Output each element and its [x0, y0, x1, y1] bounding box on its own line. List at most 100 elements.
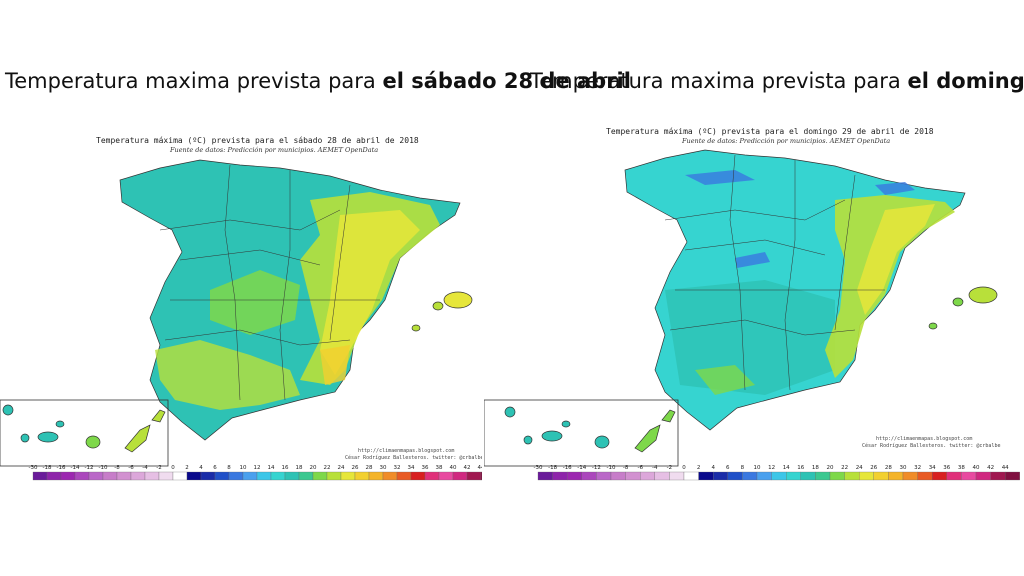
scale-swatch — [1005, 471, 1020, 481]
scale-label: 44 — [1002, 465, 1009, 471]
scale-label: 38 — [958, 465, 965, 471]
scale-swatch — [326, 471, 342, 481]
scale-label: 4 — [711, 465, 715, 471]
scale-swatch — [340, 471, 356, 481]
scale-label: -8 — [623, 465, 629, 471]
scale-swatch — [466, 471, 482, 481]
scale-swatch — [88, 471, 104, 481]
color-scale: -30 -18 -16 -14 -12 -10 -8 -6 -4 -2 0 2 4 6 8 10 12 14 16 1… — [534, 465, 1020, 481]
scale-swatch — [396, 471, 412, 481]
scale-label: -30 — [534, 465, 543, 471]
credit: http://climaenmapas.blogspot.com — [876, 436, 972, 442]
scale-swatch — [610, 471, 626, 481]
scale-label: 14 — [268, 465, 275, 471]
scale-label: 14 — [783, 465, 790, 471]
scale-swatch — [32, 471, 48, 481]
scale-label: 26 — [870, 465, 877, 471]
scale-swatch — [312, 471, 328, 481]
scale-label: 0 — [682, 465, 686, 471]
scale-label: 18 — [812, 465, 819, 471]
scale-label: 12 — [768, 465, 775, 471]
scale-swatch — [990, 471, 1006, 481]
scale-swatch — [256, 471, 272, 481]
scale-swatch — [284, 471, 300, 481]
scale-label: -30 — [29, 465, 38, 471]
scale-swatch — [424, 471, 440, 481]
heading: Temperatura maxima prevista para el domi… — [529, 69, 1024, 93]
scale-swatch — [654, 471, 670, 481]
scale-swatch — [46, 471, 62, 481]
heading: Temperatura maxima prevista para el sába… — [4, 69, 631, 93]
scale-swatch — [698, 471, 714, 481]
scale-swatch — [228, 471, 244, 481]
scale-label: 24 — [856, 465, 863, 471]
credit: http://climaenmapas.blogspot.com — [358, 448, 454, 454]
scale-label: 0 — [171, 465, 175, 471]
scale-label: 10 — [240, 465, 247, 471]
scale-label: -14 — [577, 465, 586, 471]
spain — [119, 159, 473, 441]
scale-label: 28 — [885, 465, 892, 471]
scale-label: 6 — [726, 465, 730, 471]
scale-label: -12 — [592, 465, 601, 471]
scale-swatch — [214, 471, 230, 481]
credit: César Rodríguez Ballesteros. twitter: @c… — [862, 442, 1000, 449]
scale-label: 6 — [213, 465, 217, 471]
credit: César Rodríguez Ballesteros. twitter: @c… — [345, 454, 483, 461]
scale-swatch — [902, 471, 918, 481]
scale-label: 26 — [352, 465, 359, 471]
scale-label: 2 — [697, 465, 701, 471]
scale-label: 18 — [296, 465, 303, 471]
scale-swatch — [888, 471, 904, 481]
scale-label: 40 — [450, 465, 457, 471]
scale-label: 42 — [987, 465, 994, 471]
scale-swatch — [932, 471, 947, 481]
scale-label: 32 — [394, 465, 401, 471]
scale-label: 40 — [973, 465, 980, 471]
scale-swatch — [917, 471, 933, 481]
scale-label: 34 — [408, 465, 415, 471]
scale-label: 16 — [282, 465, 289, 471]
scale-label: 24 — [338, 465, 345, 471]
scale-swatch — [116, 471, 132, 481]
map-source: Fuente de datos: Predicción por municipi… — [169, 146, 378, 154]
scale-label: 34 — [929, 465, 936, 471]
scale-swatch — [742, 471, 758, 481]
scale-swatch — [815, 471, 831, 481]
scale-swatch — [354, 471, 370, 481]
scale-swatch — [727, 471, 743, 481]
scale-swatch — [452, 471, 468, 481]
scale-swatch — [946, 471, 962, 481]
map-title: Temperatura máxima (ºC) prevista para el… — [606, 127, 934, 136]
scale-label: -10 — [99, 465, 108, 471]
scale-swatch — [683, 471, 699, 481]
map-source: Fuente de datos: Predicción por municipi… — [681, 137, 890, 145]
scale-swatch — [158, 471, 174, 481]
scale-swatch — [625, 471, 641, 481]
scale-swatch — [640, 471, 655, 481]
color-scale: -30 -18 -16 -14 -12 -10 -8 -6 -4 -2 0 2 4 6 8 10 12 14 16 1… — [29, 465, 482, 481]
scale-swatch — [368, 471, 384, 481]
scale-label: 28 — [366, 465, 373, 471]
canary-islands — [2, 404, 166, 453]
map-title: Temperatura máxima (ºC) prevista para el… — [96, 136, 419, 145]
spain — [624, 149, 998, 431]
scale-label: -18 — [43, 465, 52, 471]
scale-label: -16 — [57, 465, 66, 471]
scale-swatch — [567, 471, 582, 481]
scale-label: -8 — [114, 465, 120, 471]
scale-label: 30 — [900, 465, 907, 471]
scale-swatch — [480, 471, 482, 481]
scale-label: 4 — [199, 465, 203, 471]
scale-label: -10 — [607, 465, 616, 471]
scale-label: 32 — [914, 465, 921, 471]
scale-swatch — [844, 471, 860, 481]
scale-swatch — [975, 471, 991, 481]
scale-swatch — [60, 471, 76, 481]
scale-swatch — [172, 471, 188, 481]
scale-label: 8 — [227, 465, 231, 471]
scale-label: 38 — [436, 465, 443, 471]
scale-swatch — [669, 471, 685, 481]
scale-swatch — [130, 471, 146, 481]
